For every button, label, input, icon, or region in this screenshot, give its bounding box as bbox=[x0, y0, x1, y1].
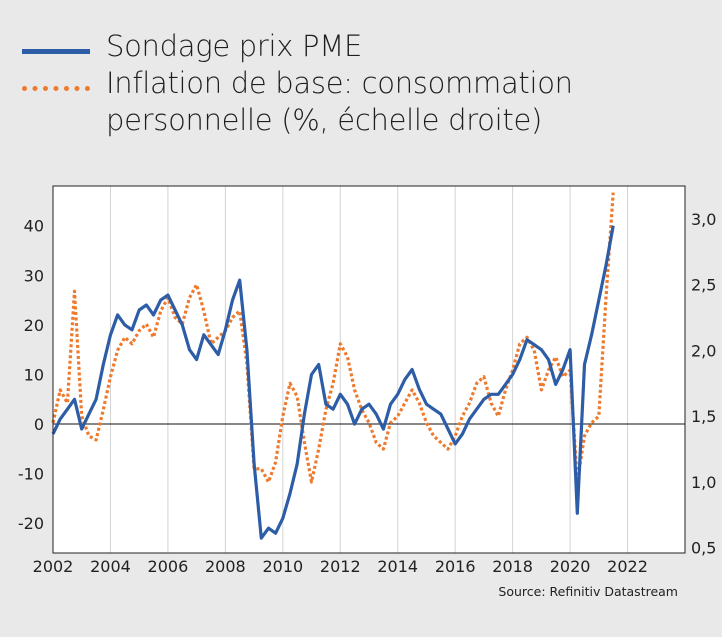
x-tick-2006: 2006 bbox=[148, 557, 189, 576]
legend-swatch-solid bbox=[22, 49, 90, 54]
y-left-tick-20: 20 bbox=[24, 316, 44, 335]
x-axis: 2002 2004 2006 2008 2010 2012 2014 2016 2018 2020… bbox=[33, 557, 648, 576]
left-y-axis: -20 -10 0 10 20 30 40 bbox=[18, 217, 44, 534]
y-right-tick-3,0: 3,0 bbox=[691, 210, 716, 229]
x-tick-2008: 2008 bbox=[205, 557, 246, 576]
legend-label-series1: Sondage prix PME bbox=[106, 29, 362, 63]
legend-item-series2: Inflation de base: consommation personne… bbox=[22, 65, 712, 139]
x-tick-2018: 2018 bbox=[492, 557, 533, 576]
y-left-tick-40: 40 bbox=[24, 217, 44, 236]
y-right-tick-1,5: 1,5 bbox=[691, 407, 716, 426]
y-right-tick-2,0: 2,0 bbox=[691, 341, 716, 360]
x-tick-2014: 2014 bbox=[377, 557, 418, 576]
y-left-tick--20: -20 bbox=[18, 514, 44, 533]
x-tick-2010: 2010 bbox=[262, 557, 303, 576]
legend-label-series2-line1: Inflation de base: consommation bbox=[106, 66, 573, 100]
source-note: Source: Refinitiv Datastream bbox=[498, 584, 678, 599]
plot-area bbox=[53, 186, 685, 553]
x-tick-2012: 2012 bbox=[320, 557, 361, 576]
y-left-tick--10: -10 bbox=[18, 465, 44, 484]
x-tick-2022: 2022 bbox=[607, 557, 648, 576]
series-layer bbox=[51, 192, 615, 540]
y-right-tick-1,0: 1,0 bbox=[691, 473, 716, 492]
series-sondage-line bbox=[51, 225, 615, 540]
x-tick-2020: 2020 bbox=[550, 557, 591, 576]
y-right-tick-2,5: 2,5 bbox=[691, 276, 716, 295]
plot-border bbox=[52, 185, 686, 554]
legend: Sondage prix PME Inflation de base: cons… bbox=[22, 28, 712, 139]
y-left-tick-30: 30 bbox=[24, 266, 44, 285]
y-left-tick-10: 10 bbox=[24, 365, 44, 384]
x-tick-2016: 2016 bbox=[435, 557, 476, 576]
x-tick-2004: 2004 bbox=[90, 557, 131, 576]
y-right-tick-0,5: 0,5 bbox=[691, 539, 716, 558]
legend-swatch-dotted bbox=[22, 86, 90, 91]
x-tick-2002: 2002 bbox=[33, 557, 74, 576]
legend-label-series2-line2: personnelle (%, échelle droite) bbox=[106, 103, 543, 137]
legend-item-series1: Sondage prix PME bbox=[22, 28, 712, 65]
series-inflation-line bbox=[51, 192, 615, 484]
y-left-tick-0: 0 bbox=[34, 415, 44, 434]
right-y-axis: 0,5 1,0 1,5 2,0 2,5 3,0 bbox=[691, 210, 716, 558]
legend-label-series2: Inflation de base: consommation personne… bbox=[106, 65, 573, 139]
